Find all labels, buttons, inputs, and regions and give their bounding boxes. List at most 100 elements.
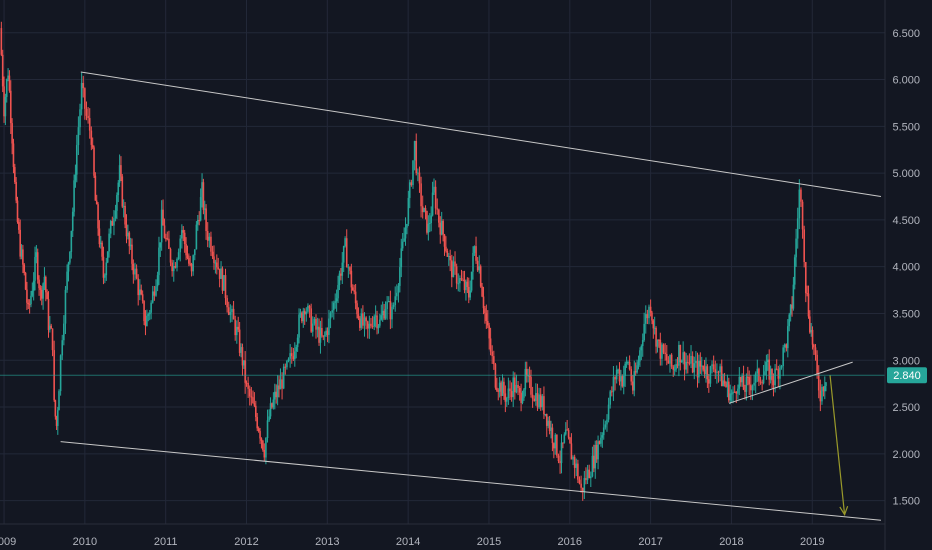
candle-body-195 (282, 366, 285, 389)
candle-body-291 (427, 223, 430, 233)
candle-body-14 (19, 229, 22, 257)
candle-body-206 (299, 312, 302, 315)
candle-body-277 (406, 223, 408, 228)
candle-body-336 (494, 364, 497, 388)
candle-body-105 (148, 312, 151, 315)
candle-body-458 (678, 344, 680, 366)
candle-body-404 (597, 441, 599, 460)
trendline-annotations[interactable] (60, 71, 882, 521)
candle-body-164 (237, 326, 240, 330)
candle-body-482 (714, 369, 717, 373)
candle-body-280 (410, 182, 413, 186)
candle-body-490 (726, 381, 729, 387)
candle-body-132 (189, 263, 192, 265)
candle-body-168 (243, 360, 245, 366)
candle-body-317 (466, 281, 469, 287)
candle-body-444 (656, 339, 659, 347)
candle-body-190 (275, 391, 278, 398)
candle-body-148 (213, 256, 215, 263)
candle-body-88 (124, 205, 126, 225)
candle-body-192 (278, 385, 280, 390)
candle-body-113 (160, 209, 163, 243)
candle-body-13 (18, 222, 20, 230)
candle-body-407 (601, 435, 604, 438)
candle-body-41 (55, 416, 58, 426)
candle-body-10 (14, 167, 16, 183)
candle-body-2 (3, 86, 5, 117)
candle-body-209 (303, 310, 306, 315)
candle-body-485 (719, 366, 721, 373)
candle-body-28 (38, 279, 40, 289)
candle-body-376 (554, 434, 557, 449)
candle-body-117 (166, 238, 169, 240)
candle-body-82 (116, 195, 118, 211)
candle-body-257 (376, 315, 378, 329)
candle-body-221 (322, 335, 325, 337)
candle-body-532 (789, 304, 792, 315)
candle-body-278 (407, 197, 410, 224)
candle-body-222 (323, 335, 326, 337)
candle-body-370 (545, 414, 548, 426)
candle-body-227 (331, 310, 333, 313)
candle-body-134 (192, 255, 194, 272)
candle-body-92 (129, 244, 132, 247)
candle-body-484 (717, 371, 720, 373)
candle-body-549 (814, 347, 817, 355)
candle-body-509 (754, 373, 757, 383)
candle-body-110 (156, 275, 159, 287)
candle-body-526 (780, 366, 783, 368)
x-tick-label-3: 2012 (234, 536, 258, 548)
candle-body-364 (536, 393, 539, 408)
candle-body-520 (771, 368, 773, 381)
candle-body-115 (163, 225, 166, 238)
candle-body-210 (305, 311, 308, 315)
candle-body-326 (479, 266, 482, 287)
time-axis[interactable]: 2009 2010 2011 2012 2013 2014 2015 2016 2017 2018… (0, 536, 825, 548)
candle-body-307 (450, 260, 453, 278)
candle-body-496 (735, 391, 738, 394)
candle-body-138 (198, 219, 201, 221)
candle-body-255 (373, 316, 376, 327)
candle-body-176 (255, 405, 257, 418)
candle-body-126 (181, 230, 183, 239)
candle-body-499 (739, 376, 742, 383)
candle-body-325 (478, 266, 481, 271)
candle-body-84 (118, 165, 121, 183)
candle-body-177 (256, 417, 259, 429)
candle-body-477 (706, 366, 709, 380)
candle-body-63 (88, 118, 91, 131)
candle-body-328 (482, 296, 485, 309)
candle-body-354 (521, 397, 524, 403)
candle-body-315 (463, 279, 466, 291)
projection-arrow-head (839, 505, 849, 517)
candle-body-199 (289, 353, 291, 359)
y-tick-label-6: 4.500 (892, 215, 920, 227)
trendline-0 (80, 71, 882, 197)
candle-body-536 (795, 238, 797, 258)
candle-body-385 (567, 430, 570, 438)
candle-body-228 (332, 302, 335, 311)
candle-body-62 (87, 115, 89, 119)
candle-body-276 (404, 227, 407, 239)
candle-body-47 (64, 289, 67, 324)
candle-body-111 (158, 247, 160, 276)
candle-body-85 (120, 165, 122, 177)
candle-body-380 (560, 442, 563, 464)
candle-body-214 (311, 323, 314, 332)
candle-body-414 (612, 377, 615, 392)
candle-body-299 (439, 222, 442, 235)
candle-body-533 (791, 304, 793, 309)
candle-body-306 (449, 255, 451, 261)
candle-body-494 (732, 391, 734, 394)
candle-body-366 (539, 394, 542, 408)
candle-body-466 (690, 355, 692, 364)
candle-body-130 (186, 255, 189, 259)
candle-body-399 (590, 476, 592, 479)
candle-body-369 (544, 414, 547, 416)
candle-body-160 (231, 308, 233, 313)
price-axis[interactable]: 1.500 2.000 2.500 3.000 3.500 4.000 4.500 5.000… (892, 28, 920, 508)
candle-body-68 (95, 200, 98, 205)
candle-body-439 (649, 306, 652, 313)
